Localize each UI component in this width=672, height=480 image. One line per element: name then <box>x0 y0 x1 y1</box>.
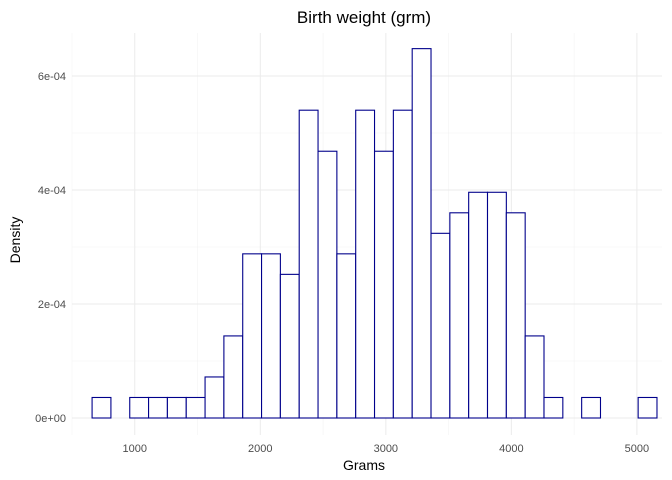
chart-title: Birth weight (grm) <box>297 8 431 27</box>
histogram-bar <box>411 48 432 419</box>
x-tick-label: 3000 <box>374 443 398 455</box>
histogram-bar <box>505 212 526 419</box>
histogram-bar <box>242 253 263 419</box>
y-axis-title: Density <box>7 217 23 264</box>
histogram-bar <box>223 335 244 419</box>
histogram-bar <box>486 191 507 419</box>
histogram-bar <box>430 232 451 419</box>
histogram-bar <box>543 396 564 419</box>
histogram-bar <box>524 335 545 419</box>
histogram-bar <box>392 109 413 419</box>
histogram-bar <box>261 253 281 419</box>
x-tick-label: 5000 <box>625 443 649 455</box>
histogram-bar <box>355 109 376 419</box>
y-tick-label: 6e-04 <box>38 71 66 83</box>
histogram-bar <box>204 376 225 419</box>
y-axis-ticks: 0e+00 2e-04 4e-04 6e-04 <box>35 71 66 425</box>
histogram-bar <box>298 109 319 419</box>
histogram-bar <box>637 396 658 419</box>
histogram-bar <box>468 191 489 419</box>
histogram-bar <box>166 396 187 419</box>
histogram-bar <box>185 396 206 419</box>
histogram-bar <box>336 253 357 419</box>
y-tick-label: 4e-04 <box>38 185 66 197</box>
histogram-bar <box>581 396 602 419</box>
x-axis-title: Grams <box>343 457 385 473</box>
histogram-bar <box>373 150 394 419</box>
x-axis-ticks: 1000 2000 3000 4000 5000 <box>123 443 650 455</box>
histogram-bar <box>129 396 150 419</box>
y-tick-label: 0e+00 <box>35 413 66 425</box>
histogram-bar <box>91 396 112 419</box>
histogram-bar <box>279 273 300 419</box>
histogram-bar <box>148 396 168 419</box>
histogram-bar <box>449 212 470 419</box>
y-tick-label: 2e-04 <box>38 299 66 311</box>
histogram-bar <box>317 150 338 419</box>
x-tick-label: 2000 <box>248 443 272 455</box>
histogram-bars <box>91 48 658 419</box>
x-tick-label: 4000 <box>499 443 523 455</box>
x-tick-label: 1000 <box>123 443 147 455</box>
